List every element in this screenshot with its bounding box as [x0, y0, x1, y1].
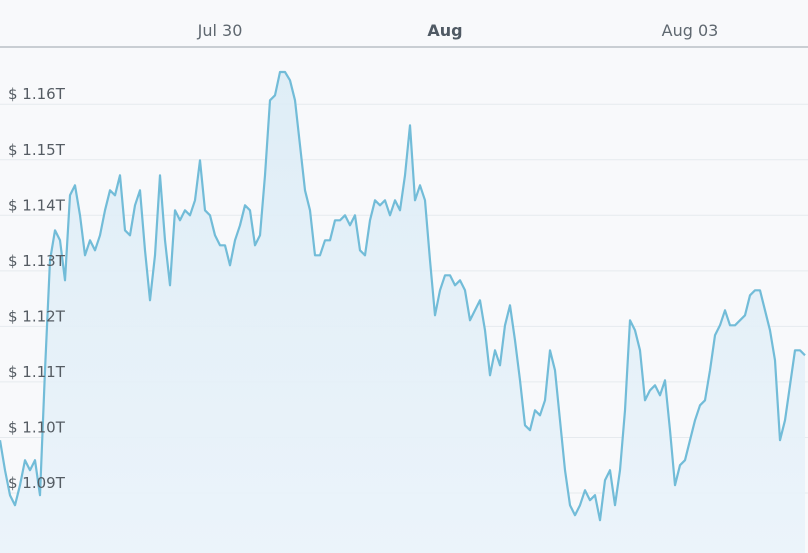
- x-tick-label: Jul 30: [197, 21, 243, 40]
- labels: $ 1.09T $ 1.10T $ 1.11T $ 1.12T $ 1.13T $ 1.1…: [8, 21, 718, 492]
- y-tick-label: $ 1.11T: [8, 363, 66, 381]
- x-tick-label: Aug 03: [662, 21, 719, 40]
- y-tick-label: $ 1.10T: [8, 418, 66, 436]
- y-tick-label: $ 1.14T: [8, 196, 66, 214]
- y-tick-label: $ 1.16T: [8, 85, 66, 103]
- y-tick-label: $ 1.09T: [8, 474, 66, 492]
- x-tick-label: Aug: [427, 21, 462, 40]
- y-tick-label: $ 1.12T: [8, 307, 66, 325]
- area: [0, 72, 805, 553]
- y-tick-label: $ 1.15T: [8, 141, 66, 159]
- y-tick-label: $ 1.13T: [8, 252, 66, 270]
- line: [0, 70, 806, 522]
- series: [0, 70, 806, 553]
